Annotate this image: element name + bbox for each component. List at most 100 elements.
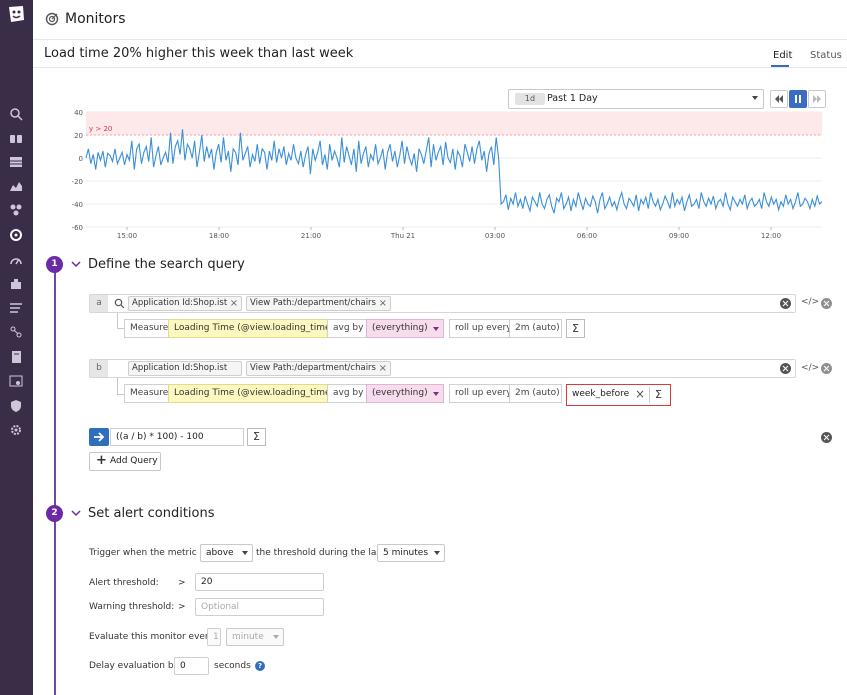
query-a-search[interactable]: a Application Id:Shop.ist × View Path:/de… (89, 294, 796, 313)
comparator-select[interactable]: above (200, 544, 253, 562)
formula-function-button[interactable]: Σ (247, 428, 266, 446)
evaluate-unit-select[interactable]: minute (226, 628, 284, 646)
tag-chip[interactable]: View Path:/department/chairs × (246, 296, 391, 311)
rum-icon[interactable] (9, 374, 23, 388)
network-icon[interactable] (9, 325, 23, 339)
alert-threshold-input[interactable]: 20 (195, 573, 324, 591)
search-icon[interactable] (9, 107, 23, 121)
group-by-value: (everything) (372, 388, 428, 398)
series-line (85, 129, 823, 214)
x-tick-label: 06:00 (577, 232, 597, 240)
warning-threshold-input[interactable]: Optional (195, 598, 324, 616)
chevron-down-icon[interactable] (71, 508, 81, 521)
chevron-down-icon (273, 635, 279, 639)
infrastructure-icon[interactable] (9, 277, 23, 291)
monitor-title-bar: Load time 20% higher this week than last… (33, 40, 847, 68)
close-icon[interactable]: × (229, 298, 239, 309)
settings-icon[interactable] (9, 423, 23, 437)
formula-input[interactable]: ((a / b) * 100) - 100 (110, 428, 244, 446)
tag-chip[interactable]: Application Id:Shop.ist × (128, 296, 243, 311)
step-1-badge: 1 (46, 256, 63, 273)
tab-status[interactable]: Status (810, 50, 842, 61)
rollup-label: roll up every (449, 319, 512, 338)
binoculars-icon[interactable] (9, 131, 23, 145)
remove-formula-icon[interactable] (821, 432, 832, 443)
notebooks-icon[interactable] (9, 350, 23, 364)
y-tick-label: 40 (74, 109, 83, 117)
x-tick-label: 03:00 (485, 232, 505, 240)
tag-chip[interactable]: Application Id:Shop.ist (128, 361, 243, 376)
chevron-down-icon (434, 551, 440, 555)
timeframe-badge: 1d (515, 93, 545, 105)
avg-by-select[interactable]: avg by (327, 319, 367, 338)
rewind-button[interactable] (770, 90, 788, 108)
monitors-icon[interactable] (9, 228, 23, 242)
clear-search-icon[interactable] (780, 298, 791, 309)
query-b-search[interactable]: b Application Id:Shop.ist View Path:/dep… (89, 359, 796, 378)
load-time-chart: y > 20 40 20 0 -20 -40 -60 15:00 18:00 21:00 Thu… (72, 109, 823, 240)
chevron-down-icon (433, 327, 439, 331)
connector (117, 378, 118, 394)
close-icon[interactable]: × (378, 363, 387, 374)
code-toggle-icon[interactable]: </> (801, 363, 820, 373)
warning-operator: > (178, 602, 186, 612)
y-tick-label: 0 (79, 155, 83, 163)
tag-chip-label: View Path:/department/chairs (250, 363, 376, 373)
avg-by-select[interactable]: avg by (327, 384, 367, 403)
integrations-icon[interactable] (9, 203, 23, 217)
y-tick-label: 20 (74, 132, 83, 140)
sidebar (0, 0, 33, 695)
rollup-select[interactable]: 2m (auto) (509, 319, 562, 338)
measure-select[interactable]: Loading Time (@view.loading_time) (168, 319, 334, 338)
chevron-down-icon (751, 94, 759, 105)
evaluate-interval-input[interactable]: 1 (207, 628, 221, 646)
security-icon[interactable] (9, 399, 23, 413)
forward-button[interactable] (808, 90, 826, 108)
measure-label: Measure (124, 319, 169, 338)
search-icon (114, 298, 125, 312)
monitor-name: Load time 20% higher this week than last… (44, 46, 354, 61)
x-tick-label: 09:00 (669, 232, 689, 240)
add-query-button[interactable]: + Add Query (89, 452, 161, 471)
apm-icon[interactable] (9, 253, 23, 267)
dashboards-icon[interactable] (9, 155, 23, 169)
step-2-badge: 2 (46, 505, 63, 522)
group-by-select[interactable]: (everything) (366, 384, 444, 403)
close-icon[interactable]: × (635, 387, 646, 401)
alert-threshold-label: Alert threshold: (89, 578, 159, 588)
group-by-select[interactable]: (everything) (366, 319, 444, 338)
alert-operator: > (178, 578, 186, 588)
step-2-title: Set alert conditions (88, 506, 215, 521)
chevron-down-icon[interactable] (71, 259, 81, 272)
tag-chip[interactable]: View Path:/department/chairs × (246, 361, 391, 376)
clear-search-icon[interactable] (780, 363, 791, 374)
add-function-button[interactable]: Σ (566, 319, 585, 338)
page-title: Monitors (65, 11, 126, 27)
remove-query-icon[interactable] (821, 363, 832, 374)
query-letter: a (90, 295, 108, 312)
timeshift-function[interactable]: week_before × Σ (566, 384, 671, 406)
tab-edit[interactable]: Edit (773, 50, 793, 61)
add-function-button[interactable]: Σ (655, 388, 662, 401)
remove-query-icon[interactable] (821, 298, 832, 309)
threshold-band (86, 112, 822, 135)
measure-select[interactable]: Loading Time (@view.loading_time) (168, 384, 334, 403)
x-tick-label: Thu 21 (390, 232, 415, 240)
page-header: Monitors (33, 0, 847, 40)
monitor-icon (45, 12, 59, 26)
window-select[interactable]: 5 minutes (377, 544, 445, 562)
datadog-logo[interactable] (6, 4, 26, 24)
help-icon[interactable]: ? (255, 661, 265, 671)
y-tick-label: -40 (72, 201, 83, 209)
query-letter: b (90, 360, 108, 377)
steps-timeline (54, 272, 56, 695)
connector (117, 328, 125, 329)
delay-input[interactable]: 0 (174, 657, 209, 675)
rollup-select[interactable]: 2m (auto) (509, 384, 562, 403)
timeframe-selector[interactable]: 1d Past 1 Day (508, 89, 764, 109)
metrics-icon[interactable] (9, 179, 23, 193)
code-toggle-icon[interactable]: </> (801, 297, 820, 307)
close-icon[interactable]: × (378, 298, 387, 309)
pause-button[interactable] (789, 90, 807, 108)
logs-icon[interactable] (9, 301, 23, 315)
